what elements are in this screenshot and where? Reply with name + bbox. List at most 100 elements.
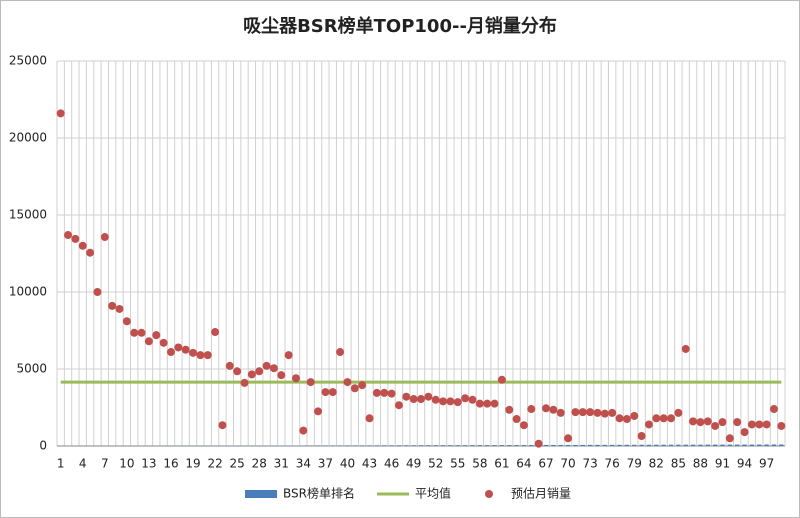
x-tick-label: 55 xyxy=(450,457,465,471)
point xyxy=(711,421,720,430)
point xyxy=(336,348,345,357)
point xyxy=(586,408,595,417)
bar xyxy=(448,445,453,446)
legend-swatch xyxy=(245,490,277,498)
point xyxy=(233,367,242,376)
x-tick-label: 88 xyxy=(693,457,708,471)
bar xyxy=(720,444,725,446)
point xyxy=(644,420,653,429)
point xyxy=(108,301,117,310)
point xyxy=(387,389,396,398)
x-tick-label: 49 xyxy=(406,457,421,471)
point xyxy=(365,414,374,423)
bar xyxy=(595,444,600,446)
bar xyxy=(727,444,733,446)
point xyxy=(637,431,646,440)
point xyxy=(255,367,264,376)
bar xyxy=(484,445,490,446)
bar xyxy=(382,445,387,446)
point xyxy=(483,399,492,408)
point xyxy=(630,411,639,420)
bar xyxy=(352,445,358,446)
bar xyxy=(389,445,394,446)
bar xyxy=(330,445,335,446)
point xyxy=(372,388,381,397)
bar xyxy=(661,444,666,446)
point xyxy=(358,381,367,390)
x-tick-label: 70 xyxy=(560,457,575,471)
point xyxy=(542,404,551,413)
point xyxy=(703,417,712,426)
bar xyxy=(514,445,519,446)
point xyxy=(608,408,617,417)
bar xyxy=(426,445,431,446)
point xyxy=(152,331,161,340)
point xyxy=(505,405,514,414)
bar xyxy=(308,445,313,446)
point xyxy=(402,392,411,401)
point xyxy=(409,395,418,404)
legend-label: 预估月销量 xyxy=(511,487,571,501)
point xyxy=(667,414,676,423)
x-tick-label: 22 xyxy=(207,457,222,471)
point xyxy=(343,378,352,387)
point xyxy=(262,361,271,370)
bar xyxy=(492,445,497,446)
bar xyxy=(433,445,438,446)
bar xyxy=(301,445,306,446)
bar xyxy=(683,444,688,446)
x-tick-label: 28 xyxy=(252,457,267,471)
x-tick-label: 40 xyxy=(340,457,355,471)
bar xyxy=(609,444,615,446)
bar xyxy=(404,445,409,446)
bar xyxy=(418,445,424,446)
bar xyxy=(771,444,777,446)
point xyxy=(615,414,624,423)
bar xyxy=(367,445,372,446)
point xyxy=(291,374,300,383)
bar xyxy=(529,444,534,446)
bar xyxy=(587,444,593,446)
bar xyxy=(337,445,343,446)
point xyxy=(211,328,220,337)
point xyxy=(137,328,146,337)
point xyxy=(240,378,249,387)
point xyxy=(380,388,389,397)
point xyxy=(681,344,690,353)
point xyxy=(174,343,183,352)
bar xyxy=(690,444,696,446)
bar xyxy=(764,444,769,446)
bar xyxy=(359,445,365,446)
x-tick-label: 76 xyxy=(605,457,620,471)
point xyxy=(181,345,190,354)
bar xyxy=(705,444,710,446)
bar xyxy=(499,445,505,446)
bar xyxy=(323,445,328,446)
point xyxy=(166,348,175,357)
point xyxy=(659,414,668,423)
point xyxy=(321,388,330,397)
bar xyxy=(580,444,585,446)
point xyxy=(725,434,734,443)
bar xyxy=(749,444,755,446)
x-tick-label: 7 xyxy=(101,457,109,471)
bar xyxy=(411,445,416,446)
point xyxy=(571,408,580,417)
point xyxy=(740,428,749,437)
point xyxy=(674,408,683,417)
point xyxy=(622,415,631,424)
point xyxy=(475,399,484,408)
y-tick-label: 5000 xyxy=(16,362,47,376)
bar xyxy=(345,445,350,446)
point xyxy=(461,394,470,403)
x-tick-label: 82 xyxy=(649,457,664,471)
bar xyxy=(602,444,608,446)
x-tick-label: 13 xyxy=(141,457,156,471)
point xyxy=(314,407,323,416)
x-tick-label: 34 xyxy=(296,457,311,471)
x-tick-label: 52 xyxy=(428,457,443,471)
point xyxy=(189,348,198,357)
point xyxy=(762,420,771,429)
bar xyxy=(470,445,475,446)
